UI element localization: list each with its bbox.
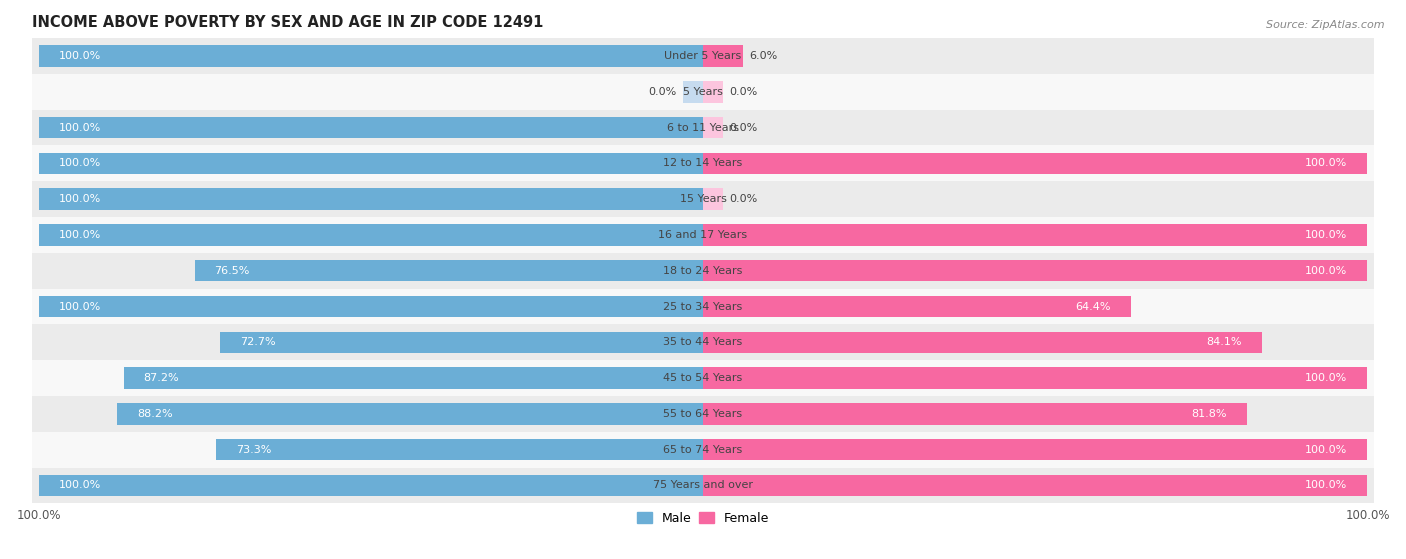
Text: 45 to 54 Years: 45 to 54 Years — [664, 373, 742, 383]
Text: 6 to 11 Years: 6 to 11 Years — [666, 122, 740, 132]
Bar — [32, 110, 1374, 145]
Bar — [703, 331, 1261, 353]
Bar — [703, 81, 723, 102]
Text: 73.3%: 73.3% — [236, 444, 271, 454]
Bar — [32, 432, 1374, 467]
Text: 35 to 44 Years: 35 to 44 Years — [664, 337, 742, 347]
Bar — [703, 45, 742, 67]
Text: 100.0%: 100.0% — [59, 122, 101, 132]
Text: 87.2%: 87.2% — [143, 373, 179, 383]
Bar — [32, 360, 1374, 396]
Text: 0.0%: 0.0% — [730, 122, 758, 132]
Text: 84.1%: 84.1% — [1206, 337, 1241, 347]
Bar — [32, 396, 1374, 432]
Bar — [38, 296, 703, 318]
Text: 75 Years and over: 75 Years and over — [652, 480, 754, 490]
Bar — [32, 324, 1374, 360]
Text: Source: ZipAtlas.com: Source: ZipAtlas.com — [1267, 20, 1385, 30]
Bar — [38, 188, 703, 210]
Text: 100.0%: 100.0% — [1305, 480, 1347, 490]
Text: INCOME ABOVE POVERTY BY SEX AND AGE IN ZIP CODE 12491: INCOME ABOVE POVERTY BY SEX AND AGE IN Z… — [32, 15, 543, 30]
Bar — [38, 224, 703, 245]
Bar — [703, 403, 1247, 425]
Text: 18 to 24 Years: 18 to 24 Years — [664, 266, 742, 276]
Bar — [32, 217, 1374, 253]
Text: 15 Years: 15 Years — [679, 194, 727, 204]
Legend: Male, Female: Male, Female — [631, 506, 775, 530]
Text: 100.0%: 100.0% — [1305, 444, 1347, 454]
Text: 100.0%: 100.0% — [59, 194, 101, 204]
Bar — [32, 38, 1374, 74]
Bar — [124, 367, 703, 389]
Text: 100.0%: 100.0% — [59, 301, 101, 311]
Bar — [38, 475, 703, 496]
Text: 55 to 64 Years: 55 to 64 Years — [664, 409, 742, 419]
Text: 65 to 74 Years: 65 to 74 Years — [664, 444, 742, 454]
Bar — [38, 117, 703, 138]
Text: 100.0%: 100.0% — [1305, 266, 1347, 276]
Text: 64.4%: 64.4% — [1076, 301, 1111, 311]
Bar — [117, 403, 703, 425]
Text: 100.0%: 100.0% — [59, 51, 101, 61]
Bar — [217, 439, 703, 461]
Bar — [703, 188, 723, 210]
Text: 100.0%: 100.0% — [1305, 230, 1347, 240]
Bar — [194, 260, 703, 282]
Bar — [703, 439, 1368, 461]
Bar — [38, 153, 703, 174]
Text: 0.0%: 0.0% — [730, 87, 758, 97]
Bar — [703, 367, 1368, 389]
Text: 25 to 34 Years: 25 to 34 Years — [664, 301, 742, 311]
Bar — [683, 81, 703, 102]
Text: 0.0%: 0.0% — [730, 194, 758, 204]
Text: 16 and 17 Years: 16 and 17 Years — [658, 230, 748, 240]
Bar — [38, 45, 703, 67]
Text: 88.2%: 88.2% — [136, 409, 173, 419]
Bar — [32, 288, 1374, 324]
Text: 0.0%: 0.0% — [648, 87, 676, 97]
Bar — [32, 467, 1374, 503]
Bar — [703, 260, 1368, 282]
Text: 100.0%: 100.0% — [59, 230, 101, 240]
Bar — [703, 153, 1368, 174]
Bar — [32, 74, 1374, 110]
Text: 100.0%: 100.0% — [59, 158, 101, 168]
Bar — [32, 181, 1374, 217]
Text: 72.7%: 72.7% — [240, 337, 276, 347]
Bar — [32, 145, 1374, 181]
Bar — [219, 331, 703, 353]
Text: 100.0%: 100.0% — [1305, 373, 1347, 383]
Bar — [703, 296, 1130, 318]
Bar — [703, 475, 1368, 496]
Bar — [703, 117, 723, 138]
Text: 81.8%: 81.8% — [1191, 409, 1226, 419]
Text: 5 Years: 5 Years — [683, 87, 723, 97]
Text: 76.5%: 76.5% — [215, 266, 250, 276]
Text: 6.0%: 6.0% — [749, 51, 778, 61]
Bar — [32, 253, 1374, 288]
Bar — [703, 224, 1368, 245]
Text: 100.0%: 100.0% — [1305, 158, 1347, 168]
Text: 100.0%: 100.0% — [59, 480, 101, 490]
Text: 12 to 14 Years: 12 to 14 Years — [664, 158, 742, 168]
Text: Under 5 Years: Under 5 Years — [665, 51, 741, 61]
